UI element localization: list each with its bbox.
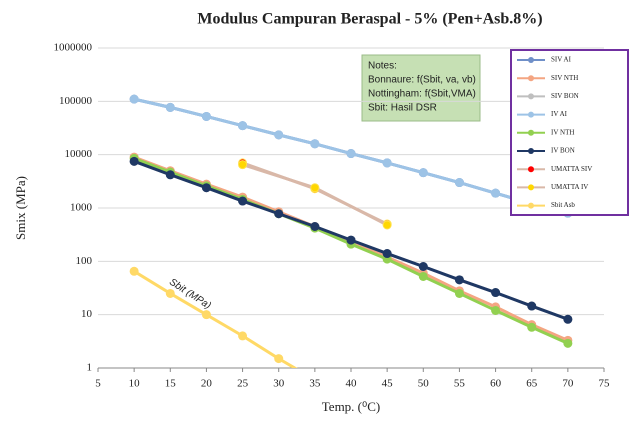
- point: [201, 310, 211, 320]
- legend-label: IV BON: [551, 147, 575, 155]
- legend-label: IV NTH: [551, 128, 574, 136]
- note: Nottingham: f(Sbit,VMA): [368, 89, 476, 100]
- x-tick-label: 30: [273, 378, 285, 390]
- y-tick-label: 10: [81, 308, 93, 320]
- y-tick-label: 1000000: [54, 42, 93, 54]
- y-tick-label: 1000: [70, 202, 93, 214]
- legend-label: UMATTA SIV: [551, 165, 592, 173]
- point: [310, 221, 320, 231]
- legend-marker: [528, 184, 534, 191]
- x-tick-label: 40: [346, 378, 358, 390]
- point: [165, 170, 175, 180]
- legend-marker: [528, 57, 534, 63]
- point: [454, 178, 464, 188]
- y-tick-label: 100: [76, 255, 93, 267]
- point: [382, 158, 392, 168]
- point: [491, 305, 501, 315]
- point: [310, 183, 320, 193]
- point: [418, 168, 428, 178]
- legend-label: UMATTA IV: [551, 183, 588, 191]
- x-tick-label: 10: [129, 378, 141, 390]
- series-line: [133, 270, 298, 368]
- y-tick-label: 1: [87, 362, 93, 374]
- notes-box: [361, 54, 481, 122]
- x-tick-label: 5: [95, 378, 101, 390]
- legend-marker: [528, 75, 534, 82]
- note: Sbit: Hasil DSR: [368, 103, 437, 114]
- x-tick-label: 25: [237, 378, 249, 390]
- x-axis-label: Temp. (⁰C): [322, 399, 380, 414]
- point: [165, 288, 175, 298]
- legend-marker: [528, 129, 534, 136]
- note: Bonnaure: f(Sbit, va, vb): [368, 75, 476, 86]
- point: [491, 188, 501, 198]
- x-tick-label: 45: [382, 378, 394, 390]
- point: [563, 314, 573, 324]
- point: [418, 262, 428, 272]
- x-tick-label: 60: [490, 378, 502, 390]
- point: [382, 249, 392, 259]
- point: [201, 111, 211, 121]
- x-tick-label: 55: [454, 378, 466, 390]
- point: [238, 331, 248, 341]
- legend-marker: [528, 93, 534, 100]
- point: [274, 354, 284, 364]
- point: [274, 209, 284, 219]
- x-tick-label: 70: [562, 378, 574, 390]
- point: [201, 183, 211, 193]
- legend-label: SIV BON: [551, 92, 579, 100]
- series-line: [242, 163, 388, 227]
- point: [310, 139, 320, 149]
- point: [129, 156, 139, 166]
- point: [418, 271, 428, 281]
- legend-marker: [528, 111, 534, 118]
- point: [346, 149, 356, 159]
- point: [129, 266, 139, 276]
- point: [346, 235, 356, 245]
- legend-label: Sbit Asb: [551, 201, 575, 209]
- point: [238, 121, 248, 131]
- plot: [129, 94, 573, 368]
- x-tick-label: 20: [201, 378, 213, 390]
- point: [274, 130, 284, 140]
- legend-label: IV AI: [551, 110, 568, 118]
- point: [238, 196, 248, 206]
- point: [165, 102, 175, 112]
- legend-marker: [528, 166, 534, 173]
- point: [527, 301, 537, 311]
- note: Notes:: [368, 61, 397, 72]
- legend-label: SIV NTH: [551, 74, 578, 82]
- x-tick-label: 15: [165, 378, 177, 390]
- point: [382, 220, 392, 230]
- legend-marker: [528, 148, 534, 154]
- point: [129, 94, 139, 104]
- point: [491, 288, 501, 298]
- legend-label: SIV AI: [551, 56, 572, 64]
- point: [238, 160, 248, 170]
- point: [454, 288, 464, 298]
- y-tick-label: 10000: [65, 148, 93, 160]
- x-tick-label: 75: [599, 378, 611, 390]
- x-tick-label: 35: [309, 378, 321, 390]
- x-tick-label: 50: [418, 378, 430, 390]
- x-tick-label: 65: [526, 378, 538, 390]
- legend-marker: [528, 202, 534, 209]
- y-tick-label: 100000: [59, 95, 93, 107]
- chart-title: Modulus Campuran Beraspal - 5% (Pen+Asb.…: [197, 11, 542, 28]
- point: [563, 338, 573, 348]
- y-axis-label: Smix (MPa): [13, 176, 28, 240]
- point: [527, 322, 537, 332]
- point: [454, 275, 464, 285]
